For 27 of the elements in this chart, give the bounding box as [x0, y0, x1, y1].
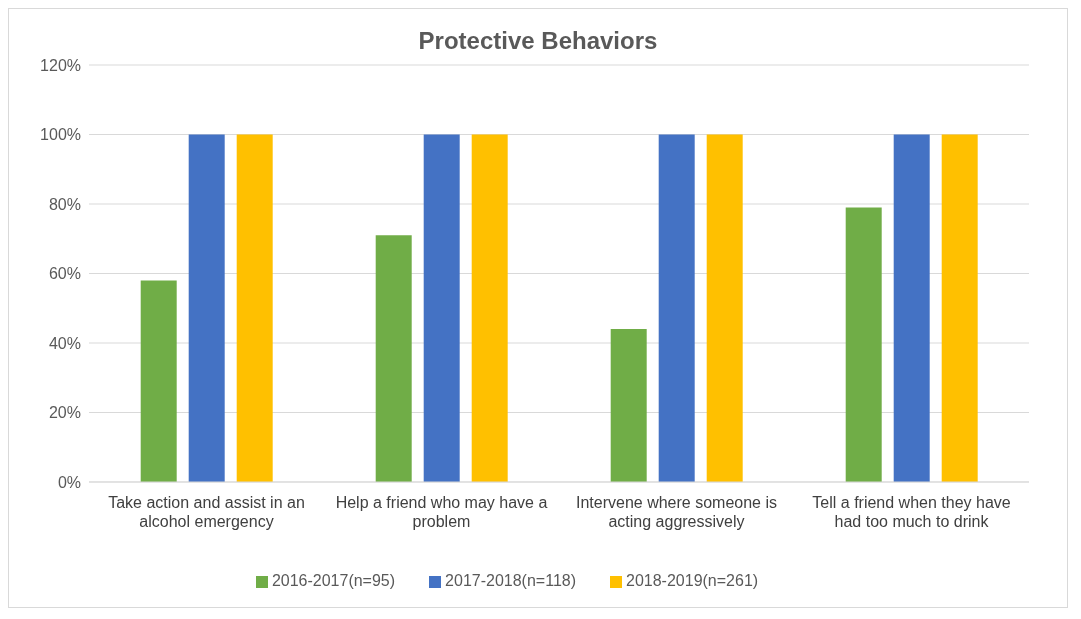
- bar: [610, 329, 647, 482]
- legend-label: 2016-2017(n=95): [271, 572, 396, 589]
- y-tick-label: 80%: [48, 195, 81, 213]
- bar: [658, 134, 695, 482]
- bar: [471, 134, 508, 482]
- bar: [140, 280, 177, 482]
- bar: [236, 134, 273, 482]
- x-tick-label: Tell a friend when they have had too much to drink: [812, 494, 1011, 530]
- y-tick-label: 120%: [40, 56, 81, 74]
- bar: [893, 134, 930, 482]
- legend-label: 2018-2019(n=261): [626, 572, 759, 589]
- bar: [375, 235, 412, 482]
- y-tick-label: 100%: [40, 126, 81, 144]
- bar: [188, 134, 225, 482]
- y-tick-label: 60%: [48, 265, 81, 283]
- legend-label: 2017-2018(n=118): [445, 572, 577, 589]
- bar: [941, 134, 978, 482]
- y-tick-label: 20%: [48, 404, 81, 422]
- y-tick-label: 0%: [57, 473, 81, 491]
- x-tick-label: Intervene where someone is acting aggressively: [576, 494, 777, 530]
- chart-title: Protective Behaviors: [417, 27, 659, 55]
- y-tick-label: 40%: [48, 334, 81, 352]
- x-tick-label: Help a friend who may have a problem: [335, 494, 548, 530]
- bar: [423, 134, 460, 482]
- bar: [706, 134, 743, 482]
- x-tick-label: Take action and assist in an alcohol emergency: [108, 494, 305, 530]
- bar: [845, 207, 882, 482]
